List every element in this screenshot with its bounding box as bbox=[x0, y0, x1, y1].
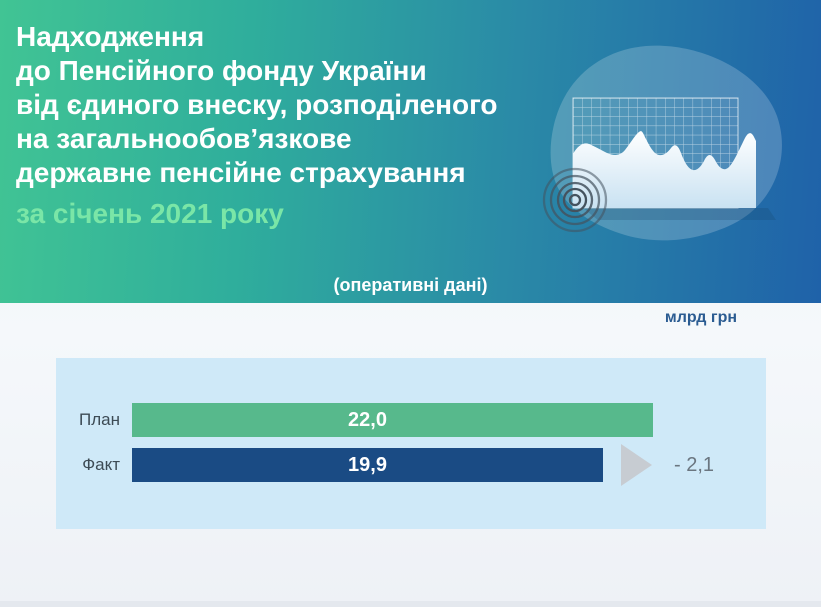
page-title-line: Надходження bbox=[16, 21, 205, 52]
bar-fact-value: 19,9 bbox=[348, 454, 387, 476]
header-banner: Надходження до Пенсійного фонду України … bbox=[0, 0, 821, 303]
line-chart-illustration bbox=[542, 45, 782, 241]
bottom-edge-strip bbox=[0, 601, 821, 607]
area-wave bbox=[573, 131, 756, 208]
decrease-arrow-icon bbox=[621, 444, 652, 486]
bar-plan: 22,0 bbox=[132, 403, 653, 437]
page-title-line: до Пенсійного фонду України bbox=[16, 55, 427, 86]
chart-shadow bbox=[583, 208, 776, 220]
bar-plan-value: 22,0 bbox=[348, 409, 387, 431]
category-label-plan: План bbox=[79, 410, 120, 429]
operational-data-note: (оперативні дані) bbox=[333, 275, 488, 295]
difference-value: - 2,1 bbox=[674, 454, 715, 476]
page-title-line: від єдиного внеску, розподіленого bbox=[16, 89, 498, 120]
page-title-line: на загальнообов’язкове bbox=[16, 123, 352, 154]
title-block: Надходження до Пенсійного фонду України … bbox=[16, 20, 497, 231]
category-label-fact: Факт bbox=[82, 455, 120, 474]
chart-card: План 22,0 Факт 19,9 - 2,1 bbox=[56, 358, 766, 529]
period-subtitle: за січень 2021 року bbox=[16, 198, 284, 229]
page-title-line: державне пенсійне страхування bbox=[16, 157, 466, 188]
ripple-target-icon bbox=[542, 167, 608, 233]
unit-label: млрд грн bbox=[664, 309, 737, 326]
bar-fact: 19,9 bbox=[132, 448, 603, 482]
